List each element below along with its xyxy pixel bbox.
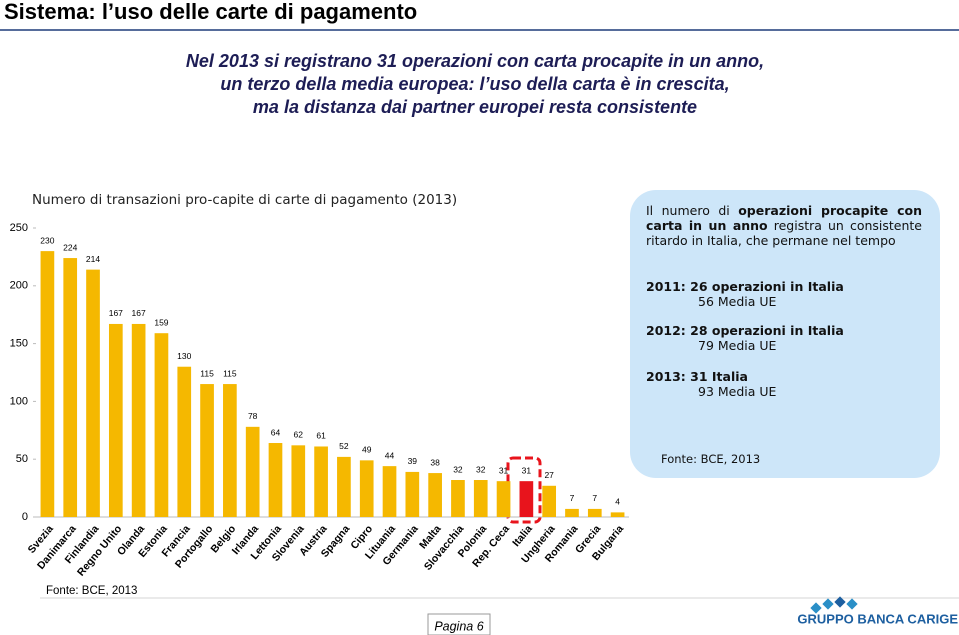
data-label: 230	[40, 235, 54, 245]
data-label: 64	[271, 427, 281, 437]
data-label: 32	[476, 464, 486, 474]
bar	[382, 466, 397, 517]
info-item: 2011: 26 operazioni in Italia 56 Media UE	[646, 279, 844, 309]
bar	[108, 323, 123, 517]
bar	[154, 333, 169, 517]
item-normal: 93 Media UE	[698, 384, 777, 399]
page-box	[427, 613, 491, 635]
data-label: 31	[522, 465, 532, 475]
bar	[63, 258, 78, 517]
data-label: 130	[177, 351, 191, 361]
data-label: 61	[316, 431, 326, 441]
logo-text: GRUPPO BANCA CARIGE	[797, 611, 958, 626]
subtitle-line: un terzo della media europea: l’uso dell…	[220, 74, 729, 94]
bar	[359, 460, 374, 517]
y-tick-label: 200	[10, 280, 28, 292]
footer-source: Fonte: BCE, 2013	[46, 585, 137, 597]
data-label: 167	[132, 308, 146, 318]
subtitle-line: ma la distanza dai partner europei resta…	[253, 97, 697, 117]
bar	[496, 481, 511, 517]
bar	[86, 269, 100, 517]
page-number: Pagina 6	[434, 619, 483, 633]
bar	[200, 384, 214, 517]
bar	[519, 481, 534, 517]
info-box: Il numero di operazioni procapite con ca…	[630, 190, 940, 478]
bar	[451, 480, 465, 517]
bar	[223, 384, 237, 517]
data-label: 7	[592, 493, 597, 503]
bar	[473, 480, 488, 517]
bar	[268, 443, 283, 517]
data-label: 159	[154, 317, 168, 327]
data-label: 115	[200, 368, 214, 378]
item-bold: 2012: 28 operazioni in Italia	[646, 323, 844, 338]
bar	[291, 445, 306, 517]
y-tick-label: 0	[22, 511, 28, 523]
data-label: 224	[63, 242, 77, 252]
data-label: 39	[408, 456, 418, 466]
item-normal: 56 Media UE	[698, 294, 777, 309]
subtitle-line: Nel 2013 si registrano 31 operazioni con…	[186, 51, 764, 71]
bar	[542, 485, 557, 517]
data-label: 167	[109, 308, 123, 318]
data-label: 78	[248, 411, 258, 421]
data-label: 27	[544, 470, 554, 480]
bar	[245, 426, 260, 517]
data-label: 38	[430, 457, 440, 467]
data-label: 214	[86, 254, 100, 264]
bar	[314, 446, 328, 517]
bar	[131, 323, 146, 517]
bar	[565, 508, 579, 517]
data-label: 7	[570, 493, 575, 503]
text: registra un consistente ritardo in Itali…	[646, 218, 922, 248]
y-tick-label: 50	[16, 453, 28, 465]
chart-title: Numero di transazioni pro-capite di cart…	[32, 192, 457, 208]
info-item: 2013: 31 Italia 93 Media UE	[646, 369, 776, 399]
data-label: 52	[339, 441, 349, 451]
data-label: 31	[499, 465, 509, 475]
bar	[428, 473, 442, 517]
y-tick-label: 100	[10, 395, 28, 407]
data-label: 62	[294, 430, 304, 440]
item-bold: 2011: 26 operazioni in Italia	[646, 279, 844, 294]
data-label: 44	[385, 450, 395, 460]
data-label: 32	[453, 464, 463, 474]
item-bold: 2013: 31 Italia	[646, 369, 748, 384]
data-label: 115	[223, 368, 237, 378]
logo-mark	[810, 596, 858, 614]
info-item: 2012: 28 operazioni in Italia 79 Media UE	[646, 323, 844, 353]
bar	[337, 456, 351, 517]
bar	[610, 512, 625, 517]
text-bold: operazioni procapite con carta in un ann…	[646, 203, 922, 233]
y-tick-label: 250	[10, 222, 28, 234]
slide-title: Sistema: l’uso delle carte di pagamento	[4, 0, 417, 24]
info-source: Fonte: BCE, 2013	[661, 452, 761, 466]
info-intro: Il numero di operazioni procapite con ca…	[646, 203, 922, 248]
bar	[40, 251, 55, 517]
bar	[405, 471, 420, 517]
data-label: 49	[362, 445, 372, 455]
data-label: 4	[615, 497, 620, 507]
text: Il numero di	[646, 203, 739, 218]
bar	[587, 508, 602, 517]
bar	[177, 366, 192, 517]
item-normal: 79 Media UE	[698, 338, 777, 353]
y-tick-label: 150	[10, 338, 28, 350]
